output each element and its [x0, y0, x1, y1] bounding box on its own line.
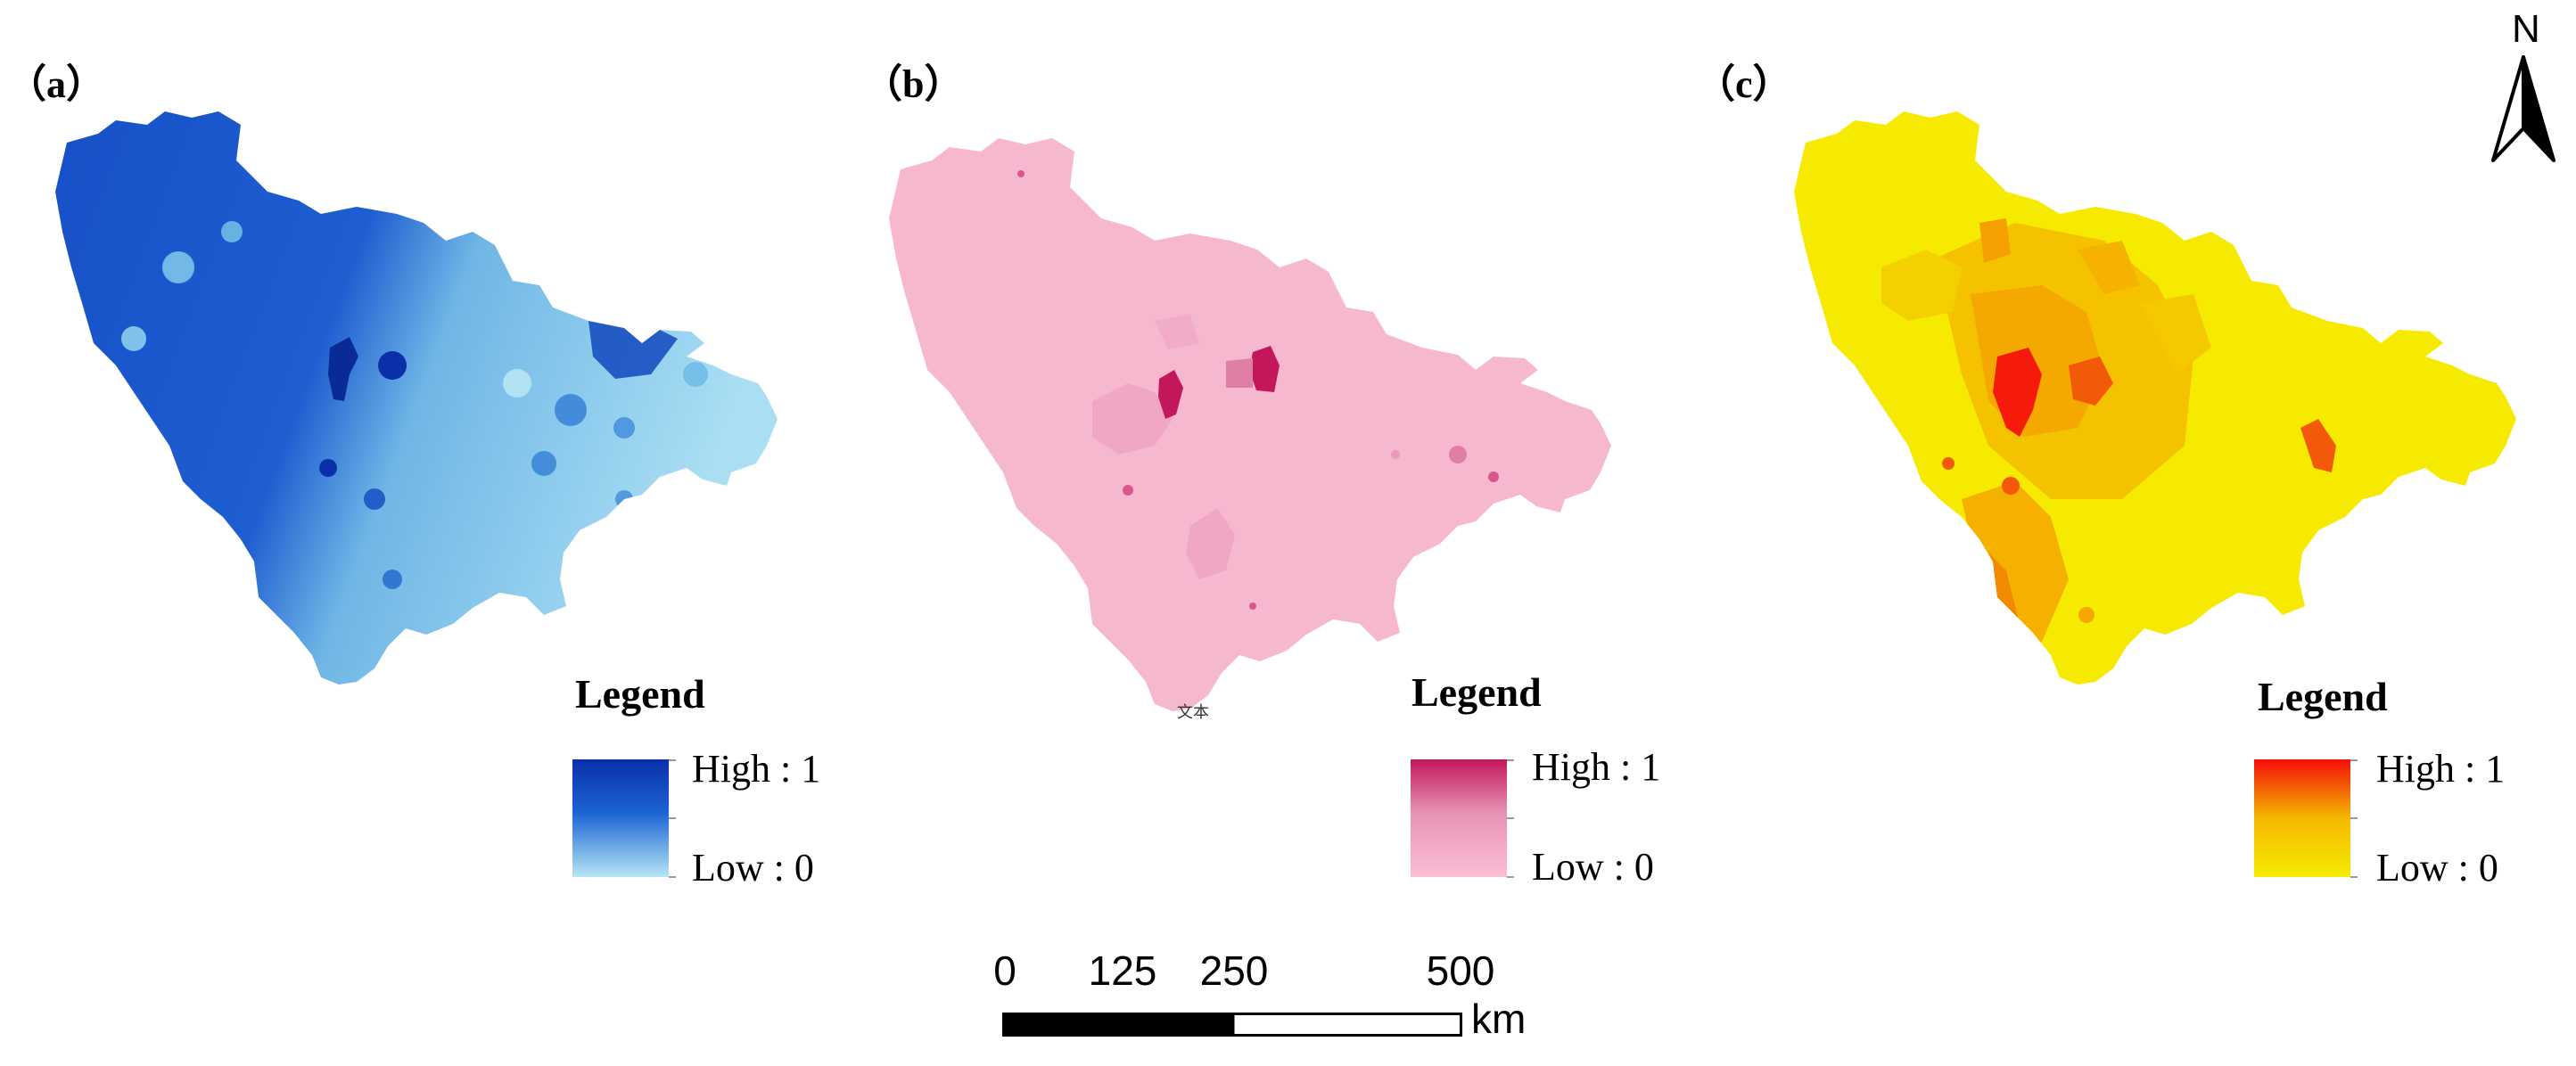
stray-text-label: 文本: [1177, 703, 1209, 722]
scale-unit: km: [1471, 996, 1527, 1042]
map-a: [55, 111, 778, 685]
panel-label-b: （b）: [863, 62, 964, 106]
legend-high-a: High : 1: [692, 747, 821, 791]
legend-tick: [1507, 759, 1514, 761]
scale-tick-label: 250: [1199, 947, 1269, 994]
legend-low-c: Low : 0: [2376, 846, 2498, 890]
map-c-districts: [1881, 218, 2336, 685]
legend-tick: [2350, 759, 2358, 761]
legend-high-b: High : 1: [1532, 745, 1661, 789]
legend-tick: [669, 817, 676, 819]
legend-tick: [1507, 817, 1514, 819]
legend-tick: [1507, 876, 1514, 878]
legend-title-a: Legend: [575, 671, 705, 717]
legend-low-b: Low : 0: [1532, 845, 1654, 889]
legend-low-a: Low : 0: [692, 846, 814, 890]
legend-tick: [669, 876, 676, 878]
panel-label-c: （c）: [1696, 62, 1792, 106]
scale-tick-label: 500: [1426, 947, 1495, 994]
legend-color-ramp-b: [1411, 759, 1507, 877]
scale-tick-label: 125: [1088, 947, 1157, 994]
panel-label-a: （a）: [7, 62, 105, 106]
legend-high-c: High : 1: [2376, 747, 2506, 791]
scale-bar-graphic: [1002, 1013, 1462, 1037]
legend-color-ramp-c: [2254, 759, 2350, 877]
north-letter: N: [2512, 7, 2540, 51]
legend-title-c: Legend: [2258, 674, 2388, 719]
scale-tick-label: 0: [993, 947, 1016, 994]
map-b: [889, 138, 1611, 711]
north-arrow-icon: [2491, 55, 2555, 162]
legend-tick: [2350, 876, 2358, 878]
legend-color-ramp-a: [572, 759, 669, 877]
legend-tick: [2350, 817, 2358, 819]
legend-title-b: Legend: [1411, 669, 1542, 715]
legend-tick: [669, 759, 676, 761]
